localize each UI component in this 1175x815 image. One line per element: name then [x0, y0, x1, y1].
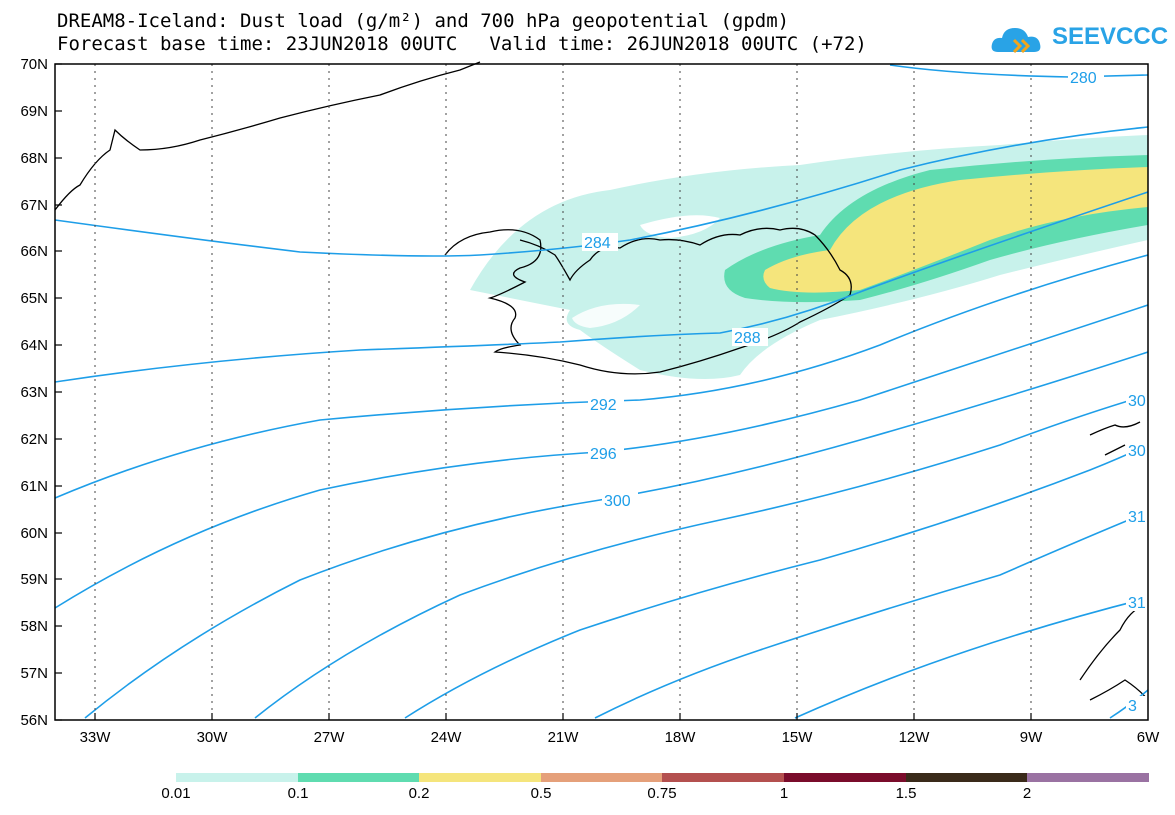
iceland-coast: [444, 227, 852, 375]
lat-label: 61N: [20, 478, 48, 495]
lat-label: 58N: [20, 618, 48, 635]
contour-label: 3: [1128, 698, 1137, 715]
colorbar-swatch: [784, 773, 906, 782]
faroe-islands: [1089, 421, 1141, 456]
contour-label: 31: [1128, 509, 1146, 526]
colorbar-label: 0.2: [408, 785, 430, 802]
colorbar-swatch: [662, 773, 784, 782]
lon-label: 33W: [80, 729, 112, 746]
lon-label: 30W: [197, 729, 229, 746]
lon-label: 12W: [899, 729, 931, 746]
contour-label: 300: [604, 493, 631, 510]
lat-label: 59N: [20, 571, 48, 588]
valid-time: Valid time: 26JUN2018 00UTC (+72): [489, 33, 867, 55]
colorbar-label: 1.5: [895, 785, 917, 802]
lat-label: 56N: [20, 712, 48, 729]
contour-label: 296: [590, 446, 617, 463]
colorbar-label: 0.75: [647, 785, 677, 802]
contour-300: [84, 351, 1149, 719]
contour-label: 288: [734, 330, 761, 347]
lat-label: 70N: [20, 56, 48, 73]
cloud-icon: [991, 28, 1041, 54]
greenland-coast: [54, 61, 481, 211]
lon-label: 18W: [665, 729, 697, 746]
logo-text: SEEVCCC: [1052, 23, 1169, 50]
map-subtitle: Forecast base time: 23JUN2018 00UTC Valid…: [57, 33, 867, 55]
colorbar-swatch: [419, 773, 541, 782]
colorbar-label: 2: [1022, 785, 1032, 802]
colorbar-label: 0.5: [530, 785, 552, 802]
contour-labels: 280 284 288 292 296 300 30 30 31 31 3: [582, 68, 1148, 715]
contour-288: [54, 191, 1149, 383]
gridlines: [94, 64, 1032, 720]
lon-label: 15W: [782, 729, 814, 746]
lat-label: 60N: [20, 525, 48, 542]
latitude-labels: 70N 69N 68N 67N 66N 65N 64N 63N 62N 61N …: [20, 56, 48, 729]
map-title: DREAM8-Iceland: Dust load (g/m²) and 700…: [57, 10, 790, 32]
lon-label: 27W: [314, 729, 346, 746]
colorbar-label: 0.01: [161, 785, 191, 802]
contour-304: [254, 394, 1149, 719]
contour-label: 284: [584, 235, 611, 252]
contour-label: 30: [1128, 443, 1146, 460]
contour-280: [889, 64, 1149, 78]
lon-label: 21W: [548, 729, 580, 746]
colorbar-swatch: [1027, 773, 1149, 782]
contour-284: [54, 126, 1149, 257]
contour-label: 292: [590, 397, 617, 414]
lat-label: 62N: [20, 431, 48, 448]
lon-label: 6W: [1137, 729, 1160, 746]
contour-308: [404, 444, 1149, 719]
colorbar-label: 0.1: [287, 785, 309, 802]
lat-label: 68N: [20, 150, 48, 167]
colorbar-swatch: [906, 773, 1027, 782]
lat-label: 57N: [20, 665, 48, 682]
scotland-coast: [1079, 604, 1149, 701]
dust-level-0.2: [763, 167, 1148, 293]
colorbar-label: 1: [779, 785, 789, 802]
lat-label: 67N: [20, 197, 48, 214]
lat-label: 66N: [20, 243, 48, 260]
contour-label: 30: [1128, 393, 1146, 410]
longitude-labels: 33W 30W 27W 24W 21W 18W 15W 12W 9W 6W: [80, 729, 1161, 746]
lat-label: 64N: [20, 337, 48, 354]
contour-label: 280: [1070, 70, 1097, 87]
contour-292: [54, 254, 1149, 499]
dust-shading: [470, 135, 1148, 379]
forecast-base-time: Forecast base time: 23JUN2018 00UTC: [57, 33, 458, 55]
colorbar-swatch: [541, 773, 662, 782]
contour-312: [594, 511, 1149, 719]
colorbar-swatch: [298, 773, 419, 782]
lat-label: 63N: [20, 384, 48, 401]
colorbar: [176, 773, 1149, 782]
axis-ticks: [55, 63, 1032, 721]
contour-316: [794, 597, 1149, 719]
colorbar-swatch: [176, 773, 298, 782]
geopotential-contours: [54, 64, 1149, 719]
lon-label: 24W: [431, 729, 463, 746]
contour-label: 31: [1128, 595, 1146, 612]
coastlines: [54, 61, 1149, 701]
lat-label: 65N: [20, 290, 48, 307]
dust-gap-2: [572, 303, 640, 328]
lon-label: 9W: [1020, 729, 1043, 746]
lat-label: 69N: [20, 103, 48, 120]
